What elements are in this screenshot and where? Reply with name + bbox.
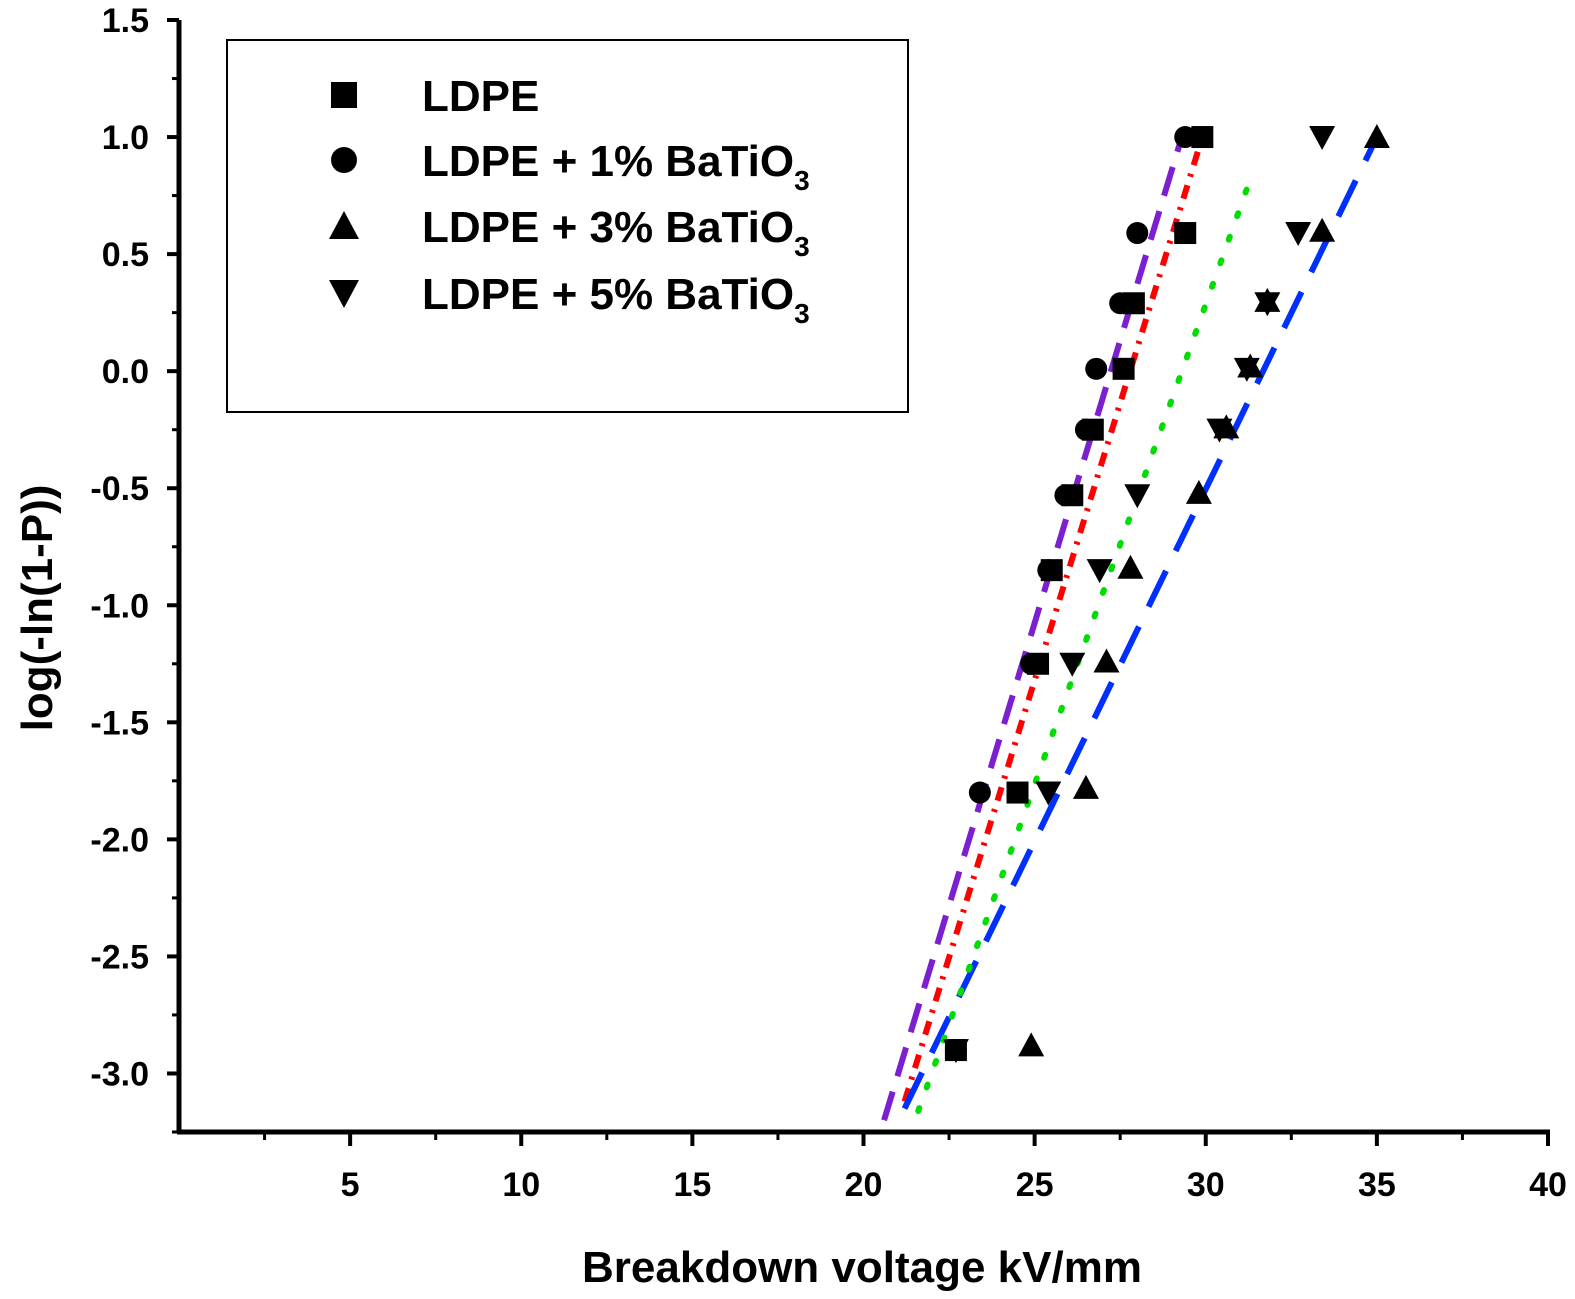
legend-label: LDPE + 3% BaTiO3 (422, 203, 810, 262)
marker-triangle-down (1086, 559, 1113, 584)
y-tick-label: -0.5 (90, 470, 149, 508)
legend-label: LDPE + 5% BaTiO3 (422, 270, 810, 329)
legend-label-subscript: 3 (794, 165, 810, 196)
legend-label: LDPE + 1% BaTiO3 (422, 137, 810, 196)
fit-line (901, 136, 1206, 1103)
x-tick-label: 5 (341, 1166, 360, 1204)
marker-triangle-up (1093, 648, 1120, 673)
marker-circle (968, 781, 991, 804)
marker-circle (1074, 418, 1097, 441)
x-tick-label: 25 (1016, 1166, 1054, 1204)
x-tick-label: 10 (502, 1166, 540, 1204)
marker-square (1006, 781, 1029, 804)
marker-triangle-up (1018, 1032, 1045, 1057)
x-tick-label: 40 (1529, 1166, 1567, 1204)
marker-circle (1054, 484, 1077, 507)
y-tick-label: -3.0 (90, 1055, 149, 1093)
legend-item: LDPE + 3% BaTiO3 (329, 203, 810, 262)
y-axis-title: log(-ln(1-P)) (13, 485, 62, 732)
marker-circle (1126, 222, 1149, 245)
y-tick-label: 0.5 (102, 236, 149, 274)
marker-triangle-down (1059, 652, 1086, 677)
y-tick-label: -1.5 (90, 704, 149, 742)
marker-triangle-down (1254, 292, 1281, 317)
marker-circle (1020, 652, 1043, 675)
y-tick-label: -1.0 (90, 587, 149, 625)
legend-item: LDPE + 5% BaTiO3 (329, 270, 810, 329)
legend-label-text: LDPE + 1% BaTiO (422, 137, 794, 186)
marker-triangle-up (1072, 774, 1099, 799)
x-tick-label: 20 (845, 1166, 883, 1204)
fit-line (901, 135, 1380, 1110)
x-tick-label: 35 (1358, 1166, 1396, 1204)
fit-line (915, 166, 1257, 1114)
marker-square (1191, 126, 1214, 149)
marker-triangle-down (1309, 126, 1336, 151)
y-tick-label: -2.5 (90, 938, 149, 976)
marker-circle (331, 147, 357, 173)
marker-triangle-down (1206, 418, 1233, 443)
marker-square (1174, 222, 1197, 245)
marker-triangle-down (1233, 357, 1260, 382)
legend-label-subscript: 3 (794, 231, 810, 262)
marker-triangle-up (1185, 479, 1212, 504)
legend-label-subscript: 3 (794, 298, 810, 329)
marker-triangle-up (1117, 554, 1144, 579)
fit-lines (881, 135, 1380, 1122)
legend-label-text: LDPE (422, 72, 539, 121)
legend-label-text: LDPE + 5% BaTiO (422, 270, 794, 319)
legend-item: LDPE (331, 72, 539, 121)
marker-square (331, 82, 357, 108)
marker-square (1112, 357, 1135, 380)
y-tick-label: 1.5 (102, 2, 149, 40)
x-axis-title: Breakdown voltage kV/mm (582, 1243, 1142, 1292)
y-tick-label: 0.0 (102, 353, 149, 391)
marker-circle (1174, 126, 1197, 149)
y-tick-label: -2.0 (90, 821, 149, 859)
legend-label: LDPE (422, 72, 539, 121)
marker-circle (1109, 292, 1132, 315)
marker-triangle-up (329, 211, 359, 239)
x-tick-label: 30 (1187, 1166, 1225, 1204)
marker-triangle-down (1285, 222, 1312, 247)
marker-triangle-up (1309, 217, 1336, 242)
marker-triangle-up (1363, 124, 1390, 149)
x-tick-label: 15 (673, 1166, 711, 1204)
marker-triangle-down (1035, 781, 1062, 806)
marker-triangle-down (942, 1039, 969, 1064)
axes: 1.5 1.0 0.5 0.0 -0.5 -1.0 -1.5 -2.0 -2.5 -3.0 5 10 1… (90, 2, 1567, 1204)
legend-item: LDPE + 1% BaTiO3 (331, 137, 810, 196)
marker-triangle-down (1124, 484, 1151, 509)
marker-circle (1085, 357, 1108, 380)
legend-label-text: LDPE + 3% BaTiO (422, 203, 794, 252)
marker-triangle-down (329, 280, 359, 308)
data-markers (942, 124, 1390, 1064)
marker-circle (1037, 559, 1060, 582)
y-tick-label: 1.0 (102, 119, 149, 157)
